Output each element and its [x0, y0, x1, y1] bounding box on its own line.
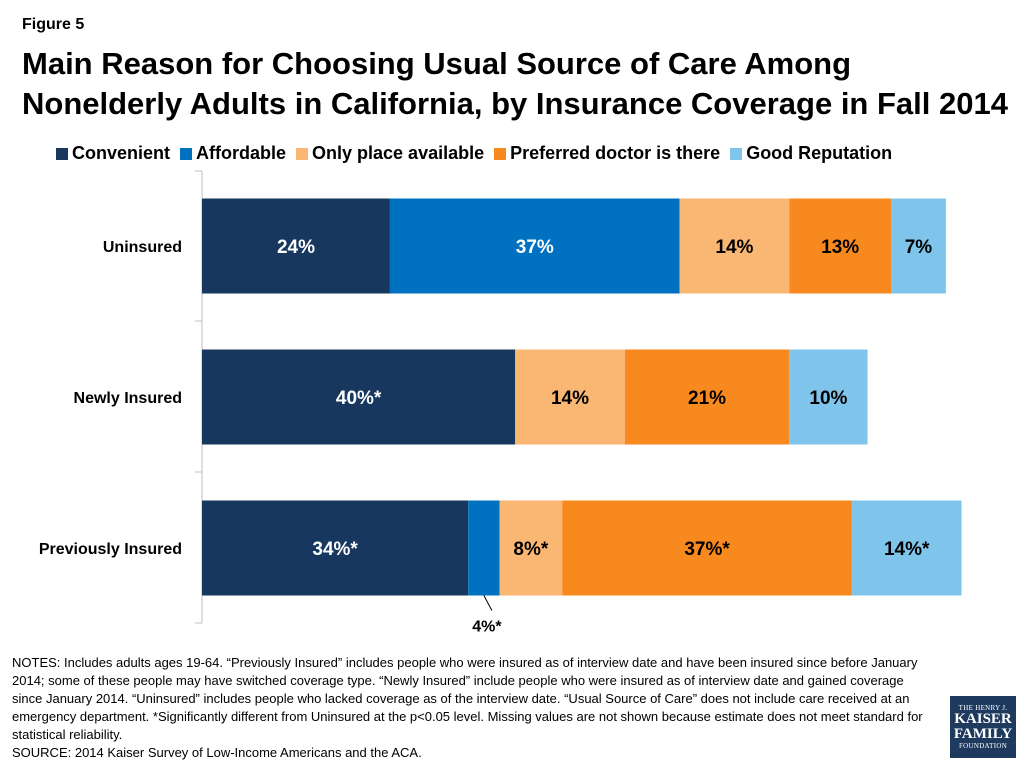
data-label-leader [483, 595, 493, 611]
notes: NOTES: Includes adults ages 19-64. “Prev… [12, 654, 932, 762]
stacked-bar-chart: Uninsured 24% 37% 14% 13% 7% Newly Insured 40%*… [39, 170, 962, 636]
legend: Convenient Affordable Only place availab… [56, 143, 892, 164]
kff-logo: THE HENRY J. KAISER FAMILY FOUNDATION [950, 696, 1016, 758]
bar-segment [891, 198, 946, 294]
data-label: 14%* [884, 539, 930, 560]
bar-segment [202, 500, 469, 596]
legend-swatch [296, 147, 309, 160]
legend-item-only-place: Only place available [296, 143, 484, 164]
data-label: 21% [688, 388, 726, 409]
category-label: Newly Insured [74, 390, 182, 407]
bar-segment [389, 198, 680, 294]
bar-segment [515, 349, 625, 445]
logo-line: FAMILY [953, 726, 1013, 742]
source-text: SOURCE: 2014 Kaiser Survey of Low-Income… [12, 745, 422, 760]
data-label: 14% [715, 237, 753, 258]
data-label: 37% [516, 237, 554, 258]
legend-item-affordable: Affordable [180, 143, 286, 164]
legend-label: Affordable [196, 143, 287, 163]
bar-segment [789, 349, 868, 445]
logo-line: THE HENRY J. [958, 704, 1008, 712]
data-label: 10% [809, 388, 847, 409]
bar-segment [202, 198, 390, 294]
legend-label: Good Reputation [746, 143, 893, 163]
data-label: 40%* [336, 388, 382, 409]
bar-segment [851, 500, 962, 596]
figure-label: Figure 5 [22, 16, 85, 33]
bar-segment [499, 500, 563, 596]
category-label: Previously Insured [39, 541, 182, 558]
bar-segment [624, 349, 790, 445]
legend-label: Preferred doctor is there [510, 143, 721, 163]
legend-label: Only place available [312, 143, 485, 163]
data-label: 37%* [684, 539, 730, 560]
data-label: 4%* [472, 619, 502, 636]
legend-label: Convenient [72, 143, 171, 163]
bar-segment [202, 349, 516, 445]
bar-segment [562, 500, 852, 596]
data-label: 14% [551, 388, 589, 409]
data-label: 7% [905, 237, 933, 258]
data-label: 13% [821, 237, 859, 258]
data-label: 8%* [513, 539, 548, 560]
legend-item-good-reputation: Good Reputation [730, 143, 892, 164]
legend-item-preferred-doctor: Preferred doctor is there [494, 143, 720, 164]
notes-text: NOTES: Includes adults ages 19-64. “Prev… [12, 655, 923, 742]
chart-title: Main Reason for Choosing Usual Source of… [22, 46, 1008, 121]
data-label: 24% [277, 237, 315, 258]
logo-line: KAISER [954, 711, 1012, 727]
legend-swatch [730, 147, 743, 160]
data-label: 34%* [312, 539, 358, 560]
bar-segment [468, 500, 500, 596]
legend-swatch [494, 147, 507, 160]
legend-item-convenient: Convenient [56, 143, 170, 164]
legend-swatch [56, 147, 68, 160]
bar-segment [789, 198, 892, 294]
legend-swatch [180, 147, 193, 160]
category-label: Uninsured [103, 239, 182, 256]
bar-segment [679, 198, 790, 294]
logo-line: FOUNDATION [958, 742, 1008, 750]
